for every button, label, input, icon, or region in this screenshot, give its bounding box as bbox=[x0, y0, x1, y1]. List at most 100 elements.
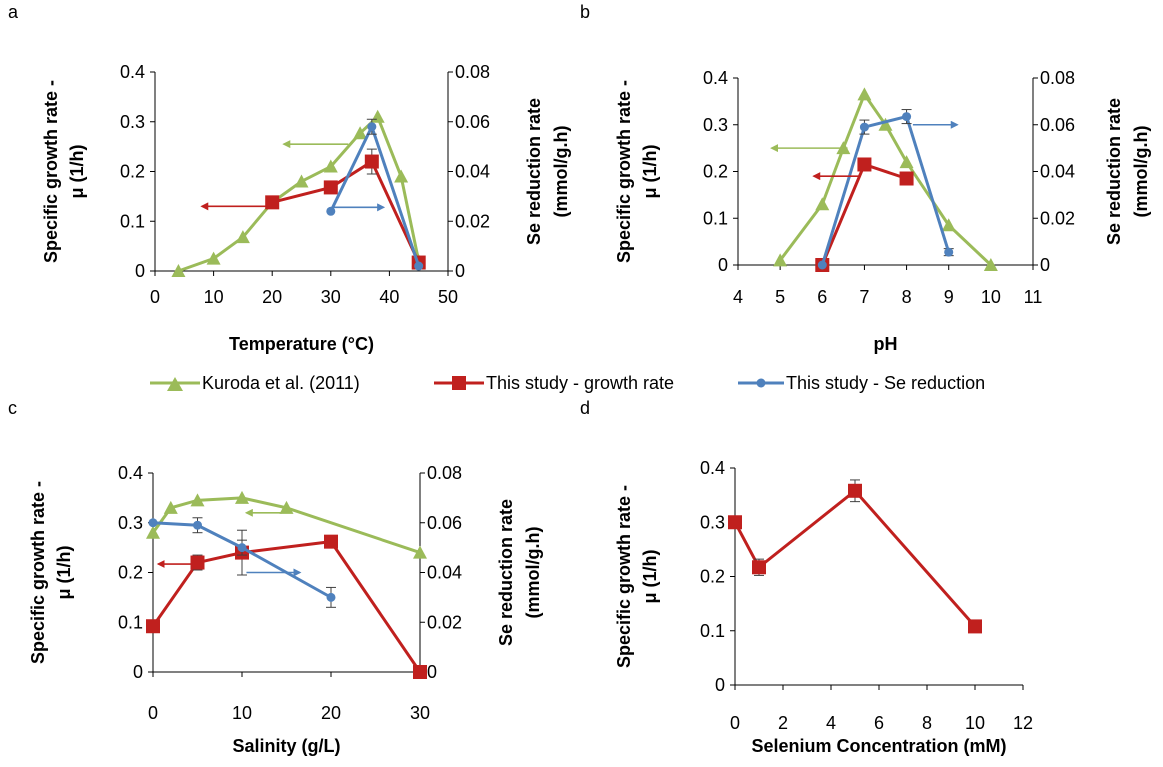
y-axis-title-left-line1: Specific growth rate - bbox=[41, 80, 61, 263]
y-tick-label-left: 0.3 bbox=[700, 512, 725, 532]
y-axis-title-right-line2: (mmol/g.h) bbox=[551, 126, 571, 218]
y-tick-label-left: 0 bbox=[133, 662, 143, 682]
panel-letter-c: c bbox=[8, 398, 17, 418]
y-tick-label-right: 0 bbox=[1040, 255, 1050, 275]
data-point-triangle bbox=[279, 500, 294, 514]
y-tick-label-right: 0.06 bbox=[455, 112, 490, 132]
x-tick-label: 30 bbox=[410, 703, 430, 723]
data-point-square bbox=[146, 619, 160, 634]
y-tick-label-left: 0 bbox=[718, 255, 728, 275]
y-axis-title-left-line2: μ (1/h) bbox=[67, 144, 87, 198]
y-tick-label-right: 0.06 bbox=[427, 513, 462, 533]
series-square bbox=[265, 148, 426, 270]
data-point-triangle bbox=[899, 155, 914, 169]
x-tick-label: 0 bbox=[148, 703, 158, 723]
x-tick-label: 6 bbox=[817, 287, 827, 307]
y-tick-label-right: 0.02 bbox=[427, 612, 462, 632]
legend-circle-icon bbox=[756, 378, 766, 388]
x-tick-label: 30 bbox=[321, 287, 341, 307]
data-point-circle bbox=[414, 261, 424, 271]
series-square bbox=[146, 529, 427, 679]
data-point-circle bbox=[859, 122, 869, 132]
y-tick-label-left: 0.3 bbox=[118, 513, 143, 533]
y-axis-title-right-line1: Se reduction rate bbox=[1104, 98, 1124, 245]
data-point-circle bbox=[902, 112, 912, 122]
x-tick-label: 10 bbox=[981, 287, 1001, 307]
y-tick-label-left: 0.1 bbox=[700, 621, 725, 641]
x-tick-label: 20 bbox=[262, 287, 282, 307]
chart-panel-d: 0 2 4 6 8 10 12 0 0.1 0.2 0.3 0.4 Selenium Concentra… bbox=[614, 458, 1033, 756]
x-tick-label: 0 bbox=[730, 713, 740, 733]
y-tick-label-left: 0.4 bbox=[700, 458, 725, 478]
data-point-circle bbox=[237, 543, 247, 553]
x-tick-label: 11 bbox=[1024, 287, 1043, 307]
y-tick-label-right: 0 bbox=[427, 662, 437, 682]
chart-panel-b: 4 5 6 7 8 9 10 11 0 0.1 0.2 0.3 0.4 0 0.02 0.04 0.06 0.08… bbox=[614, 68, 1151, 354]
series-triangle bbox=[773, 87, 998, 271]
data-point-circle bbox=[148, 518, 158, 528]
data-point-square bbox=[848, 483, 862, 498]
y-axis-title-right-line1: Se reduction rate bbox=[496, 499, 516, 646]
panel-letter-b: b bbox=[580, 2, 590, 22]
x-axis-title: Salinity (g/L) bbox=[233, 736, 341, 756]
data-point-triangle bbox=[190, 493, 205, 507]
data-point-circle bbox=[367, 122, 377, 132]
data-point-triangle bbox=[206, 251, 221, 265]
y-axis-title-left-line2: μ (1/h) bbox=[640, 144, 660, 198]
data-point-square bbox=[728, 515, 742, 530]
y-axis-title-left-line1: Specific growth rate - bbox=[614, 485, 634, 668]
x-tick-label: 5 bbox=[775, 287, 785, 307]
legend-triangle-icon bbox=[167, 377, 183, 391]
data-point-triangle bbox=[163, 500, 178, 514]
y-tick-label-right: 0.08 bbox=[1040, 68, 1075, 88]
series-line bbox=[778, 91, 992, 267]
y-tick-label-right: 0.02 bbox=[455, 211, 490, 231]
y-axis-title-left-line1: Specific growth rate - bbox=[28, 481, 48, 664]
legend-label-se: This study - Se reduction bbox=[786, 373, 985, 393]
x-tick-label: 8 bbox=[902, 287, 912, 307]
legend-item-se: This study - Se reduction bbox=[738, 373, 985, 393]
x-tick-label: 0 bbox=[150, 287, 160, 307]
y-tick-label-left: 0.3 bbox=[120, 112, 145, 132]
data-point-square bbox=[323, 180, 338, 195]
x-tick-label: 20 bbox=[321, 703, 341, 723]
data-point-square bbox=[364, 154, 379, 169]
data-point-circle bbox=[817, 260, 827, 270]
data-point-square bbox=[190, 555, 205, 570]
y-tick-label-right: 0 bbox=[455, 261, 465, 281]
x-axis-title: pH bbox=[874, 334, 898, 354]
data-point-square bbox=[857, 157, 872, 172]
series-line bbox=[733, 488, 977, 628]
y-tick-label-right: 0.04 bbox=[427, 563, 462, 583]
data-point-square bbox=[413, 665, 427, 679]
x-tick-label: 9 bbox=[944, 287, 954, 307]
x-tick-label: 10 bbox=[232, 703, 252, 723]
y-axis-title-left-line2: μ (1/h) bbox=[640, 549, 660, 603]
series-line bbox=[177, 114, 421, 273]
y-tick-label-left: 0.4 bbox=[120, 62, 145, 82]
y-axis-title-right-line2: (mmol/g.h) bbox=[523, 527, 543, 619]
series-circle bbox=[817, 109, 954, 270]
series-square bbox=[815, 157, 914, 272]
data-point-triangle bbox=[815, 197, 830, 211]
x-tick-label: 10 bbox=[204, 287, 224, 307]
panel-letter-a: a bbox=[8, 2, 19, 22]
data-point-triangle bbox=[370, 109, 385, 123]
chart-panel-a: 0 10 20 30 40 50 0 0.1 0.2 0.3 0.4 0 0.02 0.04 0.06 0.0… bbox=[41, 62, 571, 354]
data-point-circle bbox=[193, 520, 202, 530]
y-tick-label-right: 0.06 bbox=[1040, 115, 1075, 135]
data-point-triangle bbox=[235, 490, 249, 504]
y-tick-label-left: 0.4 bbox=[118, 463, 143, 483]
data-point-square bbox=[324, 534, 338, 549]
x-tick-label: 50 bbox=[438, 287, 458, 307]
x-tick-label: 40 bbox=[379, 287, 399, 307]
y-tick-label-left: 0.2 bbox=[703, 162, 728, 182]
x-tick-label: 4 bbox=[826, 713, 836, 733]
y-axis-title-right-line2: (mmol/g.h) bbox=[1131, 126, 1151, 218]
legend-label-growth: This study - growth rate bbox=[486, 373, 674, 393]
legend-label-kuroda: Kuroda et al. (2011) bbox=[202, 373, 360, 393]
y-tick-label-left: 0 bbox=[715, 675, 725, 695]
series-triangle bbox=[146, 490, 427, 559]
x-tick-label: 6 bbox=[874, 713, 884, 733]
